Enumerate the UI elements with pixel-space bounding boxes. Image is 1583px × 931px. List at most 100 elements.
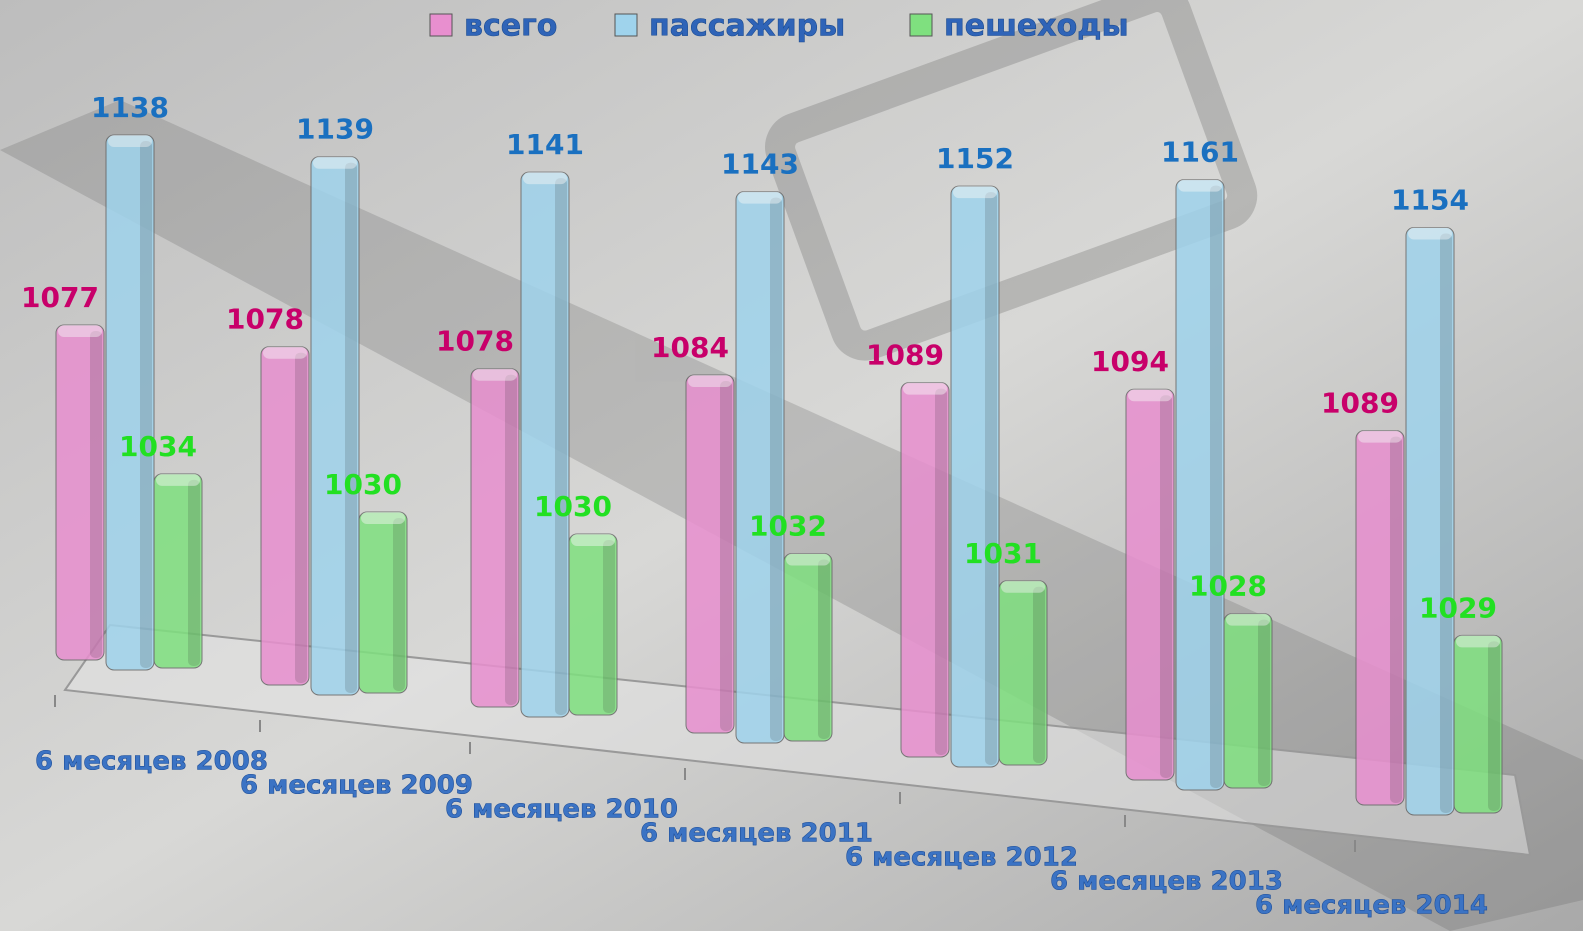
bar-cap [58, 324, 102, 337]
bar-cap [688, 375, 732, 388]
bar-side [603, 540, 615, 713]
bar-cap [108, 135, 152, 147]
bar-cap [1456, 635, 1500, 648]
x-tick-label: 6 месяцев 2014 [1255, 891, 1488, 921]
bar-body [1355, 430, 1405, 806]
data-label: 1028 [1189, 570, 1267, 603]
bar-cap [156, 473, 200, 486]
bar-side [1160, 395, 1172, 778]
bar-side [140, 141, 152, 668]
bar [55, 324, 105, 661]
legend-label: пассажиры [649, 9, 845, 44]
bar-body [153, 473, 203, 669]
bar-side [1488, 641, 1500, 811]
data-label: 1154 [1391, 184, 1469, 217]
bar-body [520, 171, 570, 718]
bar-side [1258, 619, 1270, 786]
bar-cap [523, 172, 567, 185]
x-tick-label: 6 месяцев 2010 [445, 795, 678, 825]
x-tick-label: 6 месяцев 2009 [240, 771, 473, 801]
bar-cap [313, 156, 357, 169]
bar [900, 382, 950, 758]
bar-body [1175, 179, 1225, 791]
data-label: 1161 [1161, 136, 1239, 169]
bar [685, 374, 735, 734]
bar-cap [1128, 389, 1172, 402]
bar [358, 511, 408, 694]
bar-cap [361, 512, 405, 525]
legend-swatch [429, 13, 453, 37]
bar [520, 171, 570, 718]
bar-side [90, 330, 102, 658]
data-label: 1141 [506, 128, 584, 161]
data-label: 1030 [324, 468, 402, 501]
bar-cap [1358, 430, 1402, 443]
bar [153, 473, 203, 669]
bar [1453, 634, 1503, 814]
bar-cap [1001, 580, 1045, 593]
bar [735, 191, 785, 744]
data-label: 1089 [1321, 387, 1399, 420]
bar-cap [263, 346, 307, 359]
data-label: 1084 [651, 331, 729, 364]
x-tick-label: 6 месяцев 2013 [1050, 867, 1283, 897]
data-label: 1034 [119, 430, 197, 463]
bar-cap [571, 534, 615, 547]
data-label: 1138 [91, 91, 169, 124]
bar [1405, 227, 1455, 816]
bar-body [950, 185, 1000, 768]
bar-side [505, 374, 517, 705]
bar-body [310, 156, 360, 696]
bar [998, 580, 1048, 766]
bar [1223, 613, 1273, 789]
bar [1175, 179, 1225, 791]
bar [1125, 388, 1175, 781]
bar-body [735, 191, 785, 744]
bar-side [188, 479, 200, 666]
data-label: 1094 [1091, 345, 1169, 378]
bar-body [998, 580, 1048, 766]
data-label: 1089 [866, 339, 944, 372]
bar-body [358, 511, 408, 694]
bar-cap [738, 191, 782, 204]
bar-cap [953, 186, 997, 199]
bar-cap [1226, 613, 1270, 626]
data-label: 1077 [21, 281, 99, 314]
data-label: 1029 [1419, 591, 1497, 624]
data-label: 1078 [226, 303, 304, 336]
bar-cap [786, 553, 830, 566]
bar-body [900, 382, 950, 758]
bar-cap [473, 368, 517, 381]
bar-side [555, 178, 567, 716]
legend-label: пешеходы [944, 9, 1129, 44]
bar-side [345, 162, 357, 694]
legend-label: всего [464, 9, 557, 44]
bar-body [260, 346, 310, 686]
bar-side [720, 381, 732, 731]
bar-side [1210, 185, 1222, 789]
bar-body [1125, 388, 1175, 781]
legend-swatch [909, 13, 933, 37]
bar-side [818, 559, 830, 739]
bar [310, 156, 360, 696]
bar [783, 552, 833, 742]
x-tick-label: 6 месяцев 2008 [35, 747, 268, 777]
bar-side [1390, 436, 1402, 803]
data-label: 1152 [936, 142, 1014, 175]
bar-side [985, 192, 997, 765]
data-label: 1030 [534, 490, 612, 523]
x-tick-label: 6 месяцев 2011 [640, 819, 873, 849]
bar [470, 368, 520, 708]
bar-body [55, 324, 105, 661]
bar-body [470, 368, 520, 708]
data-label: 1031 [964, 537, 1042, 570]
bar-body [105, 134, 155, 671]
data-label: 1078 [436, 325, 514, 358]
bar-body [1453, 634, 1503, 814]
x-tick-label: 6 месяцев 2012 [845, 843, 1078, 873]
bar-body [1223, 613, 1273, 789]
data-label: 1032 [749, 509, 827, 542]
bar [105, 134, 155, 671]
bar [1355, 430, 1405, 806]
